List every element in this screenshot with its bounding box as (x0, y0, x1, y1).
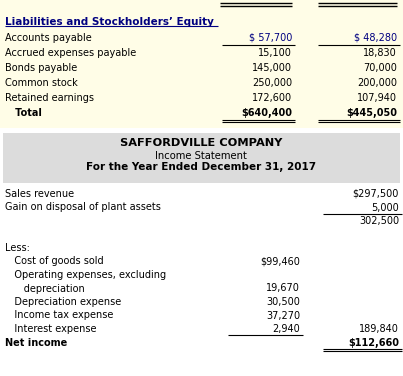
Text: 30,500: 30,500 (266, 297, 300, 307)
Text: 37,270: 37,270 (266, 311, 300, 320)
Text: Operating expenses, excluding: Operating expenses, excluding (5, 270, 166, 280)
Text: $ 57,700: $ 57,700 (249, 33, 292, 43)
Text: 5,000: 5,000 (371, 203, 399, 212)
Text: 19,670: 19,670 (266, 284, 300, 294)
Text: Income tax expense: Income tax expense (5, 311, 113, 320)
Text: 250,000: 250,000 (252, 78, 292, 88)
Text: Common stock: Common stock (5, 78, 78, 88)
Text: Liabilities and Stockholders’ Equity: Liabilities and Stockholders’ Equity (5, 17, 214, 27)
Text: 189,840: 189,840 (359, 324, 399, 334)
Text: $640,400: $640,400 (241, 108, 292, 118)
Text: $112,660: $112,660 (348, 338, 399, 347)
Text: Interest expense: Interest expense (5, 324, 96, 334)
Text: Depreciation expense: Depreciation expense (5, 297, 121, 307)
Text: Bonds payable: Bonds payable (5, 63, 77, 73)
Text: depreciation: depreciation (5, 284, 85, 294)
Bar (0, 0, 403, 128)
Text: 172,600: 172,600 (252, 93, 292, 103)
Text: $ 48,280: $ 48,280 (354, 33, 397, 43)
Text: Net income: Net income (5, 338, 67, 347)
Text: $445,050: $445,050 (346, 108, 397, 118)
Text: 145,000: 145,000 (252, 63, 292, 73)
Text: 200,000: 200,000 (357, 78, 397, 88)
Text: Income Statement: Income Statement (155, 151, 247, 161)
Text: $99,460: $99,460 (260, 256, 300, 267)
Text: 70,000: 70,000 (363, 63, 397, 73)
Text: Sales revenue: Sales revenue (5, 189, 74, 199)
Text: Retained earnings: Retained earnings (5, 93, 94, 103)
Text: Cost of goods sold: Cost of goods sold (5, 256, 104, 267)
Text: Less:: Less: (5, 243, 30, 253)
Text: 302,500: 302,500 (359, 216, 399, 226)
Text: 18,830: 18,830 (363, 48, 397, 58)
Text: 107,940: 107,940 (357, 93, 397, 103)
Text: For the Year Ended December 31, 2017: For the Year Ended December 31, 2017 (86, 162, 316, 172)
Bar (3, 133, 400, 183)
Text: Total: Total (5, 108, 42, 118)
Text: Gain on disposal of plant assets: Gain on disposal of plant assets (5, 203, 161, 212)
Text: Accounts payable: Accounts payable (5, 33, 92, 43)
Text: 2,940: 2,940 (272, 324, 300, 334)
Text: $297,500: $297,500 (353, 189, 399, 199)
Text: 15,100: 15,100 (258, 48, 292, 58)
Text: Accrued expenses payable: Accrued expenses payable (5, 48, 136, 58)
Text: SAFFORDVILLE COMPANY: SAFFORDVILLE COMPANY (120, 138, 282, 148)
